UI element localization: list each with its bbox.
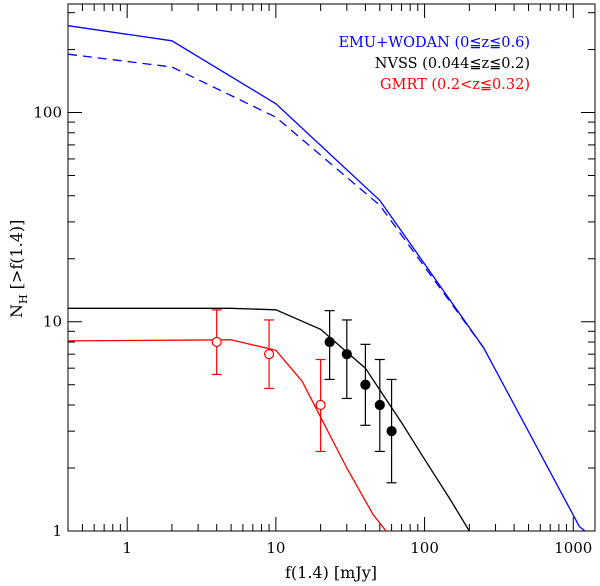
legend: EMU+WODAN (0≦z≦0.6) NVSS (0.044≦z≦0.2) G… [338, 35, 530, 93]
series-line-emu-wodan-dashed [68, 53, 485, 349]
gmrt-data-point [315, 399, 326, 411]
y-tick-label: 100 [33, 103, 62, 121]
points-layer [211, 309, 397, 484]
nvss-data-point [386, 426, 397, 437]
y-axis-label-main: N [7, 304, 26, 318]
legend-entry-nvss: NVSS (0.044≦z≦0.2) [375, 56, 530, 72]
y-tick-label: 1 [52, 522, 62, 540]
series-layer [68, 25, 586, 531]
legend-entry-emu-wodan: EMU+WODAN (0≦z≦0.6) [338, 35, 530, 51]
x-tick-label: 1000 [554, 539, 592, 557]
series-line-gmrt-model [68, 339, 387, 531]
x-tick-label: 100 [410, 539, 439, 557]
y-tick-label: 10 [43, 313, 62, 331]
legend-entry-gmrt: GMRT (0.2<z≦0.32) [380, 77, 530, 93]
y-axis-label: NH [>f(1.4)] [7, 220, 30, 318]
series-line-emu-wodan-solid [68, 25, 586, 531]
gmrt-data-point [211, 336, 222, 348]
x-axis-label: f(1.4) [mJy] [285, 563, 377, 582]
y-axis-label-sub: H [17, 294, 30, 304]
nvss-data-point [324, 336, 335, 348]
gmrt-data-point [263, 349, 275, 360]
nvss-data-point [360, 379, 371, 390]
nvss-data-point [374, 399, 385, 411]
axis-ticks: 1 10 100 1000 1 10 100 [33, 4, 595, 557]
nvss-data-point [341, 349, 352, 360]
y-axis-label-rest: [>f(1.4)] [7, 220, 26, 295]
x-tick-label: 10 [266, 539, 285, 557]
plot-frame [67, 3, 596, 532]
x-tick-label: 1 [122, 539, 132, 557]
